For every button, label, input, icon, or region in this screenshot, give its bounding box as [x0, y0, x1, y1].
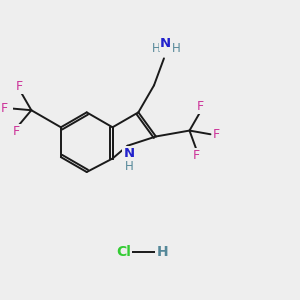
- Text: H: H: [172, 42, 181, 55]
- Text: Cl: Cl: [116, 245, 131, 259]
- Text: F: F: [193, 149, 200, 162]
- Text: F: F: [16, 80, 23, 93]
- Text: H: H: [124, 160, 133, 173]
- Text: F: F: [213, 128, 220, 141]
- Text: N: N: [160, 37, 171, 50]
- Text: F: F: [0, 102, 8, 115]
- Text: H: H: [157, 245, 168, 259]
- Text: N: N: [123, 147, 134, 160]
- Text: F: F: [13, 125, 20, 138]
- Text: H: H: [152, 42, 160, 55]
- Text: F: F: [196, 100, 204, 113]
